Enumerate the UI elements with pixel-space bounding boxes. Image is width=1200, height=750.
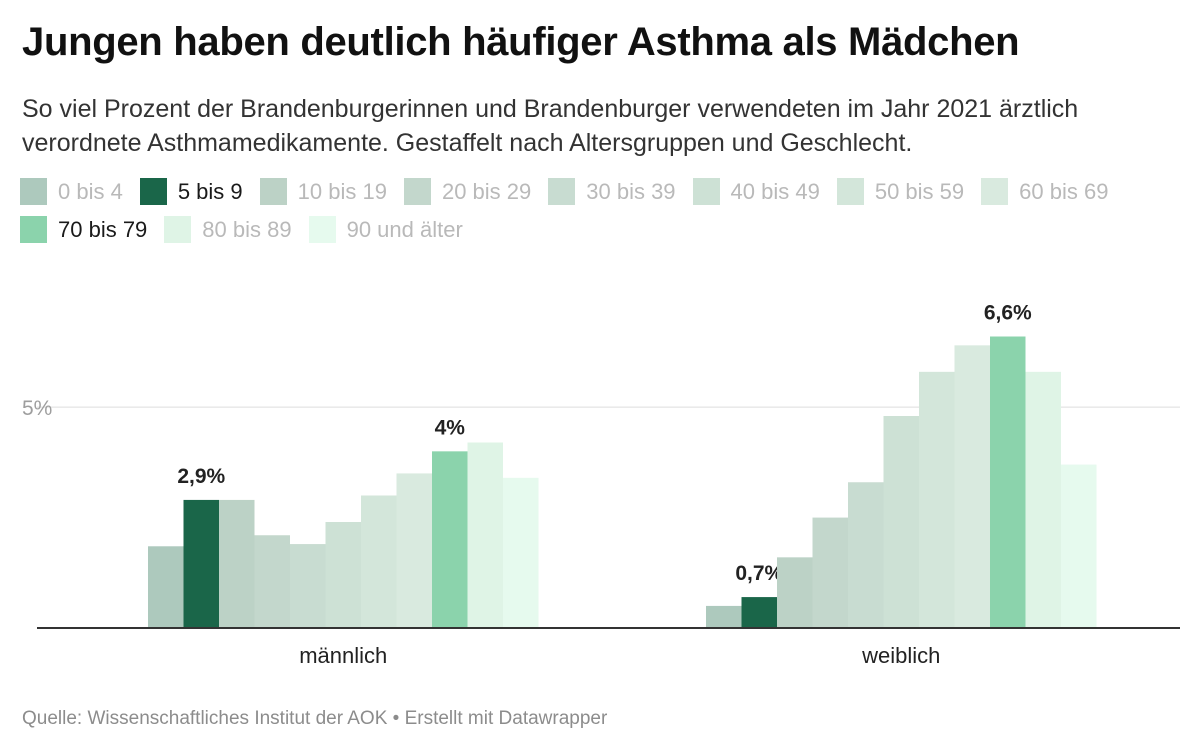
legend-item: 10 bis 19: [259, 178, 387, 205]
bar: [361, 495, 397, 628]
legend-label: 20 bis 29: [441, 178, 532, 204]
legend-label: 40 bis 49: [730, 178, 820, 204]
bar: [290, 544, 326, 628]
data-label: 0,7%: [735, 562, 783, 585]
data-label: 6,6%: [984, 302, 1032, 325]
bar: [254, 535, 290, 628]
chart-title: Jungen haben deutlich häufiger Asthma al…: [22, 20, 1020, 64]
bar: [219, 499, 255, 628]
x-category-label: männlich: [299, 643, 387, 668]
legend-label: 70 bis 79: [58, 216, 148, 242]
legend-item: 40 bis 49: [692, 178, 820, 205]
bar: [396, 473, 432, 628]
legend-label: 10 bis 19: [297, 178, 387, 204]
legend-item: 60 bis 69: [981, 178, 1108, 205]
legend-swatch: [548, 178, 576, 205]
legend-label: 0 bis 4: [58, 178, 123, 204]
bar: [990, 336, 1026, 628]
legend-item: 90 und älter: [308, 216, 463, 243]
chart-subtitle: So viel Prozent der Brandenburgerinnen u…: [22, 95, 1079, 157]
legend-item: 20 bis 29: [403, 178, 532, 205]
x-category-label: weiblich: [861, 643, 940, 668]
legend: 0 bis 4 5 bis 9 10 bis 19 20 bis 29 30 bis 3…: [20, 178, 1180, 243]
bar: [148, 546, 184, 628]
legend-swatch: [20, 178, 47, 205]
legend-swatch: [164, 216, 192, 243]
legend-label: 90 und älter: [346, 216, 463, 242]
bar: [467, 442, 503, 628]
bar: [812, 517, 848, 628]
source-note: Quelle: Wissenschaftliches Institut der …: [22, 708, 608, 729]
legend-item: 0 bis 4: [20, 178, 123, 205]
bar: [741, 597, 777, 628]
bar: [848, 482, 884, 628]
legend-item: 50 bis 59: [836, 178, 965, 205]
legend-swatch: [259, 178, 287, 205]
legend-swatch: [308, 216, 336, 243]
bar: [503, 477, 539, 628]
bar: [183, 499, 219, 628]
legend-swatch: [981, 178, 1009, 205]
legend-label: 5 bis 9: [177, 178, 243, 204]
bar: [325, 522, 361, 628]
legend-swatch: [692, 178, 720, 205]
legend-swatch: [403, 178, 431, 205]
legend-label: 30 bis 39: [586, 178, 676, 204]
bar: [919, 371, 955, 628]
data-label: 2,9%: [177, 465, 225, 488]
legend-label: 60 bis 69: [1019, 178, 1109, 204]
bar: [706, 605, 742, 628]
legend-item: 80 bis 89: [164, 216, 292, 243]
y-tick-label: 5%: [22, 397, 52, 420]
legend-item: 70 bis 79: [20, 216, 147, 243]
legend-item: 30 bis 39: [548, 178, 676, 205]
legend-item: 5 bis 9: [139, 178, 243, 205]
bar: [432, 451, 468, 628]
legend-swatch: [20, 216, 47, 243]
bar: [777, 557, 813, 628]
bar: [1025, 371, 1061, 628]
bar-chart: 5% 2,9% 4% männlich 0,7% 6,6% weiblich: [22, 302, 1180, 668]
data-label: 4%: [435, 416, 466, 439]
legend-label: 80 bis 89: [202, 216, 292, 242]
legend-swatch: [139, 178, 167, 205]
bar: [883, 416, 919, 628]
legend-label: 50 bis 59: [874, 178, 965, 204]
bar: [954, 345, 990, 628]
legend-swatch: [836, 178, 864, 205]
bar: [1061, 464, 1097, 628]
